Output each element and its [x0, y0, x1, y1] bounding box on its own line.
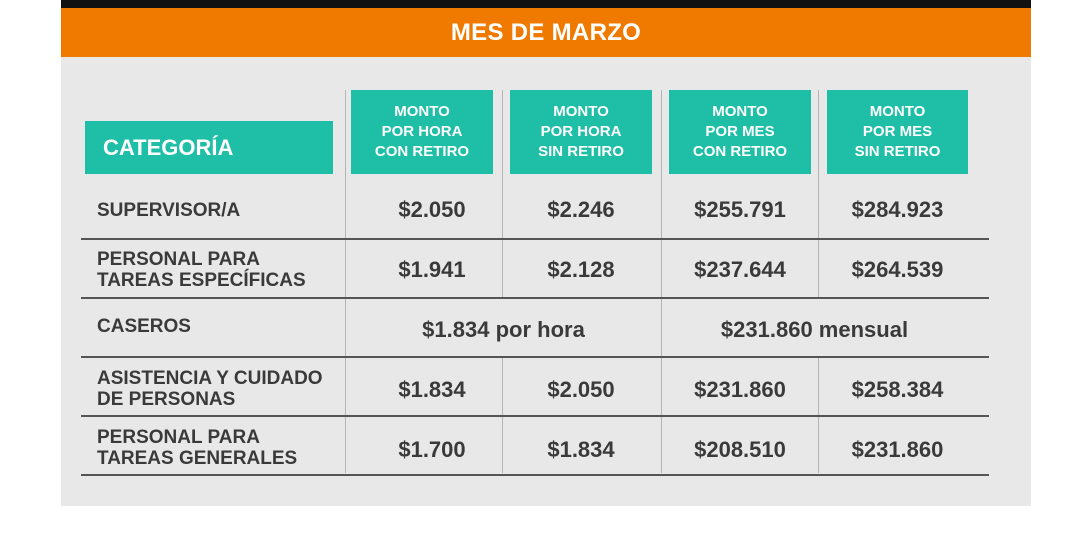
- table-cell: $1.834: [547, 437, 615, 462]
- table-cell-merged-hour: $1.834 por hora: [422, 317, 585, 342]
- header-hour-without-retiro: MONTO POR HORA SIN RETIRO: [510, 90, 652, 174]
- column-divider: [818, 90, 819, 297]
- column-divider: [661, 90, 662, 473]
- table-cell: $237.644: [694, 257, 786, 282]
- table-cell-merged-month: $231.860 mensual: [720, 317, 909, 342]
- top-border: [61, 0, 1031, 8]
- column-divider: [345, 90, 346, 473]
- header-category: CATEGORÍA: [85, 121, 333, 174]
- table-cell: $208.510: [694, 437, 786, 462]
- table-cell: $2.050: [547, 377, 615, 402]
- table-cell: $1.941: [398, 257, 466, 282]
- table-cell: $255.791: [694, 197, 786, 222]
- header-category-label: CATEGORÍA: [103, 134, 234, 160]
- table-cell: $231.860: [694, 377, 786, 402]
- row-category-asistencia-cuidado: ASISTENCIA Y CUIDADO DE PERSONAS: [97, 368, 323, 410]
- table-cell: $258.384: [851, 377, 944, 402]
- row-divider: [81, 356, 989, 358]
- table-cell: $264.539: [851, 257, 944, 282]
- header-hour-without-retiro-label: MONTO POR HORA SIN RETIRO: [538, 103, 624, 160]
- page-title: MES DE MARZO: [61, 8, 1031, 57]
- header-month-with-retiro: MONTO POR MES CON RETIRO: [669, 90, 811, 174]
- row-divider: [81, 238, 989, 240]
- header-hour-with-retiro-label: MONTO POR HORA CON RETIRO: [374, 103, 470, 160]
- row-category-caseros: CASEROS: [97, 315, 191, 337]
- table-cell: $231.860: [851, 437, 944, 462]
- salary-table-card: MES DE MARZO CATEGORÍA MONTO POR HORA CO…: [61, 8, 1031, 506]
- table-cell: $2.128: [547, 257, 615, 282]
- table-cell: $2.246: [547, 197, 615, 222]
- table-cell: $1.834: [398, 377, 466, 402]
- row-category-tareas-especificas: PERSONAL PARA TAREAS ESPECÍFICAS: [97, 249, 306, 291]
- table-cell: $284.923: [851, 197, 944, 222]
- row-divider: [81, 474, 989, 476]
- row-category-tareas-generales: PERSONAL PARA TAREAS GENERALES: [97, 427, 298, 469]
- row-category-supervisor: SUPERVISOR/A: [97, 199, 241, 221]
- header-month-with-retiro-label: MONTO POR MES CON RETIRO: [692, 103, 788, 160]
- table-cell: $2.050: [398, 197, 466, 222]
- row-divider: [81, 415, 989, 417]
- table-cell: $1.700: [398, 437, 466, 462]
- column-divider: [502, 90, 503, 297]
- header-hour-with-retiro: MONTO POR HORA CON RETIRO: [351, 90, 493, 174]
- header-month-without-retiro-label: MONTO POR MES SIN RETIRO: [854, 103, 941, 160]
- row-divider: [81, 297, 989, 299]
- header-month-without-retiro: MONTO POR MES SIN RETIRO: [827, 90, 968, 174]
